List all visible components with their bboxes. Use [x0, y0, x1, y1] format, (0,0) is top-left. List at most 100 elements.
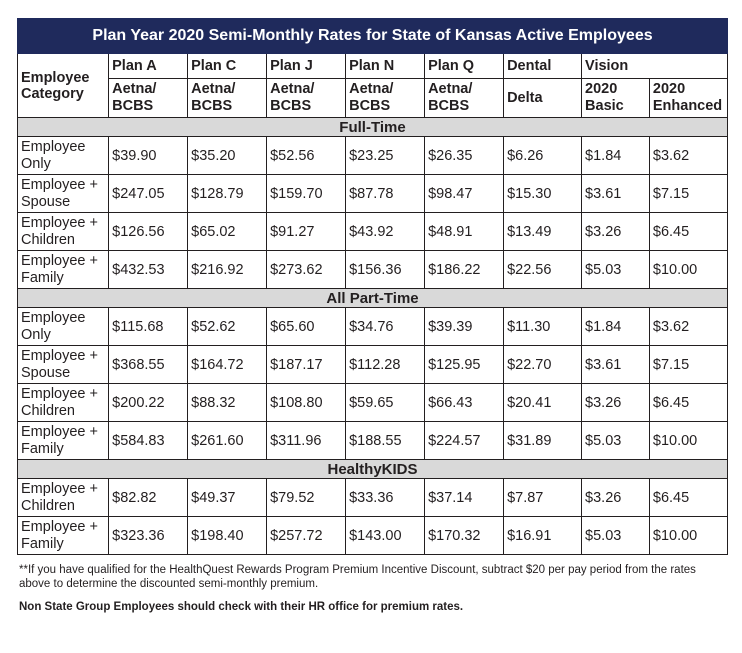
- section-header: All Part-Time: [17, 288, 728, 308]
- rate-cell: $368.55: [108, 345, 189, 384]
- row-category: Employee + Children: [16, 212, 110, 251]
- rate-cell: $188.55: [345, 421, 426, 460]
- rate-cell: $33.36: [345, 478, 426, 517]
- rate-cell: $125.95: [424, 345, 505, 384]
- rate-cell: $11.30: [503, 307, 583, 346]
- rate-cell: $65.02: [187, 212, 268, 251]
- employee-category-header: Employee Category: [16, 53, 110, 118]
- table-row: Employee Only $39.90 $35.20 $52.56 $23.25 $26…: [16, 136, 729, 175]
- table-row: Employee + Children $126.56 $65.02 $91.27 $4…: [16, 212, 729, 251]
- rate-cell: $3.26: [581, 383, 650, 422]
- row-category: Employee Only: [16, 307, 110, 346]
- rate-cell: $15.30: [503, 174, 583, 213]
- rate-cell: $1.84: [581, 136, 650, 175]
- rate-cell: $6.45: [648, 478, 729, 517]
- rate-cell: $198.40: [187, 516, 268, 555]
- rate-cell: $23.25: [345, 136, 426, 175]
- rate-cell: $52.62: [187, 307, 268, 346]
- rate-cell: $7.87: [503, 478, 583, 517]
- table-title: Plan Year 2020 Semi-Monthly Rates for St…: [17, 18, 728, 54]
- rate-cell: $7.15: [648, 174, 729, 213]
- rate-cell: $164.72: [187, 345, 268, 384]
- rate-cell: $187.17: [266, 345, 347, 384]
- rate-cell: $3.62: [648, 307, 729, 346]
- rate-cell: $88.32: [187, 383, 268, 422]
- rate-cell: $156.36: [345, 250, 426, 289]
- rate-cell: $39.90: [108, 136, 189, 175]
- discount-note: **If you have qualified for the HealthQu…: [19, 564, 696, 590]
- table-row: Employee + Children $82.82 $49.37 $79.52 $33…: [16, 478, 729, 517]
- rate-cell: $43.92: [345, 212, 426, 251]
- rate-cell: $65.60: [266, 307, 347, 346]
- section-header: HealthyKIDS: [17, 459, 728, 479]
- rate-cell: $49.37: [187, 478, 268, 517]
- rate-cell: $128.79: [187, 174, 268, 213]
- rate-cell: $5.03: [581, 250, 650, 289]
- rate-cell: $6.45: [648, 212, 729, 251]
- rate-cell: $126.56: [108, 212, 189, 251]
- row-category: Employee + Children: [16, 383, 110, 422]
- row-category: Employee + Family: [16, 421, 110, 460]
- rate-cell: $584.83: [108, 421, 189, 460]
- rate-cell: $39.39: [424, 307, 505, 346]
- table-row: Employee + Family $432.53 $216.92 $273.62 $1…: [16, 250, 729, 289]
- table-row: Employee + Spouse $368.55 $164.72 $187.17 $1…: [16, 345, 729, 384]
- row-category: Employee + Family: [16, 516, 110, 555]
- rate-cell: $37.14: [424, 478, 505, 517]
- rate-cell: $5.03: [581, 421, 650, 460]
- rate-cell: $6.26: [503, 136, 583, 175]
- vision-enhanced-header: 2020 Enhanced: [648, 78, 729, 118]
- rate-cell: $10.00: [648, 516, 729, 555]
- rate-cell: $98.47: [424, 174, 505, 213]
- rate-cell: $159.70: [266, 174, 347, 213]
- rate-cell: $1.84: [581, 307, 650, 346]
- table-row: Employee Only $115.68 $52.62 $65.60 $34.76 $3…: [16, 307, 729, 346]
- plan-q-carrier: Aetna/ BCBS: [424, 78, 505, 118]
- rate-cell: $5.03: [581, 516, 650, 555]
- rate-cell: $22.70: [503, 345, 583, 384]
- rate-cell: $257.72: [266, 516, 347, 555]
- row-category: Employee + Family: [16, 250, 110, 289]
- rate-cell: $3.26: [581, 212, 650, 251]
- rate-cell: $3.26: [581, 478, 650, 517]
- vision-basic-header: 2020 Basic: [581, 78, 650, 118]
- rate-cell: $247.05: [108, 174, 189, 213]
- rate-cell: $224.57: [424, 421, 505, 460]
- rate-cell: $31.89: [503, 421, 583, 460]
- rate-cell: $13.49: [503, 212, 583, 251]
- rate-cell: $34.76: [345, 307, 426, 346]
- plan-n-header: Plan N: [345, 53, 426, 79]
- rate-cell: $3.62: [648, 136, 729, 175]
- rate-cell: $16.91: [503, 516, 583, 555]
- row-category: Employee + Children: [16, 478, 110, 517]
- rate-cell: $10.00: [648, 250, 729, 289]
- rate-cell: $52.56: [266, 136, 347, 175]
- table-row: Employee + Family $323.36 $198.40 $257.72 $1…: [16, 516, 729, 555]
- rates-document: Plan Year 2020 Semi-Monthly Rates for St…: [16, 18, 729, 614]
- rate-cell: $26.35: [424, 136, 505, 175]
- row-category: Employee + Spouse: [16, 345, 110, 384]
- rate-cell: $10.00: [648, 421, 729, 460]
- rate-cell: $22.56: [503, 250, 583, 289]
- plan-j-carrier: Aetna/ BCBS: [266, 78, 347, 118]
- rate-cell: $20.41: [503, 383, 583, 422]
- rate-cell: $91.27: [266, 212, 347, 251]
- plan-a-header: Plan A: [108, 53, 189, 79]
- rate-cell: $112.28: [345, 345, 426, 384]
- row-category: Employee Only: [16, 136, 110, 175]
- rate-cell: $59.65: [345, 383, 426, 422]
- vision-header: Vision: [581, 53, 728, 79]
- rate-cell: $186.22: [424, 250, 505, 289]
- non-state-note: Non State Group Employees should check w…: [19, 601, 464, 613]
- table-row: Employee + Spouse $247.05 $128.79 $159.70 $8…: [16, 174, 729, 213]
- rate-cell: $323.36: [108, 516, 189, 555]
- rate-cell: $261.60: [187, 421, 268, 460]
- plan-a-carrier: Aetna/ BCBS: [108, 78, 189, 118]
- rate-cell: $115.68: [108, 307, 189, 346]
- table-row: Employee + Family $584.83 $261.60 $311.96 $1…: [16, 421, 729, 460]
- dental-carrier: Delta: [503, 78, 583, 118]
- rate-cell: $79.52: [266, 478, 347, 517]
- rate-cell: $66.43: [424, 383, 505, 422]
- rate-cell: $48.91: [424, 212, 505, 251]
- rate-cell: $3.61: [581, 345, 650, 384]
